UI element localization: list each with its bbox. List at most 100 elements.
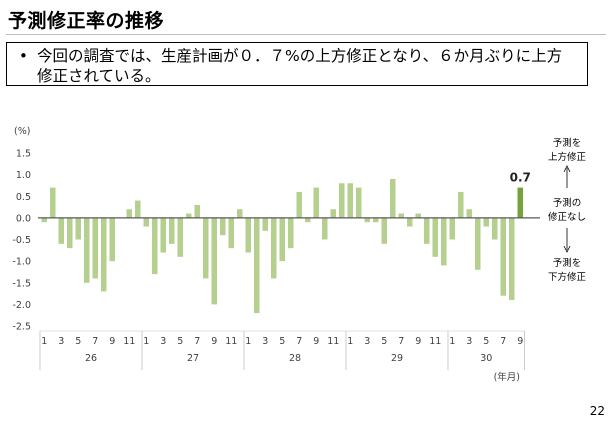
x-tick-label: 9 xyxy=(211,336,217,347)
chart-bar xyxy=(101,217,107,292)
chart-bar xyxy=(364,217,370,223)
x-tick-label: 7 xyxy=(500,336,506,347)
arrow-up-head xyxy=(563,165,571,173)
y-tick-label: -1.5 xyxy=(12,278,31,289)
x-tick-label: 7 xyxy=(296,336,302,347)
chart-bar xyxy=(373,217,379,223)
chart-bar xyxy=(441,217,447,266)
y-tick-label: 1.0 xyxy=(16,170,31,181)
chart-bar xyxy=(262,217,268,231)
chart-bar xyxy=(50,187,56,218)
chart-bar xyxy=(75,217,81,240)
chart-bar xyxy=(152,217,158,275)
chart-bar xyxy=(245,217,251,253)
chart-bar xyxy=(126,209,132,218)
chart-bar xyxy=(41,217,47,223)
annotation-mid-line1: 予測の xyxy=(553,197,582,209)
year-label: 30 xyxy=(480,353,492,364)
plot-area: (%)1.51.00.50.0-0.5-1.0-1.5-2.0-2.50.71 3… xyxy=(12,126,586,383)
year-label: 29 xyxy=(391,353,403,364)
chart-bar xyxy=(330,209,336,218)
chart-bar xyxy=(458,191,464,218)
x-tick-label: 3 xyxy=(262,336,268,347)
chart-bar xyxy=(211,217,217,305)
x-tick-label: 1 xyxy=(347,336,353,347)
chart-bar xyxy=(483,217,489,227)
chart-bar xyxy=(67,217,73,249)
x-tick-label: 1 xyxy=(449,336,455,347)
y-tick-label: -0.5 xyxy=(12,235,31,246)
x-tick-label: 7 xyxy=(398,336,404,347)
chart-bar xyxy=(432,217,438,257)
chart-bar xyxy=(288,217,294,249)
x-tick-label: 3 xyxy=(364,336,370,347)
chart-bar xyxy=(271,217,277,279)
chart-bar xyxy=(339,183,345,218)
chart-bar xyxy=(92,217,98,279)
year-label: 28 xyxy=(289,353,301,364)
chart-bar xyxy=(143,217,149,227)
chart-bar xyxy=(109,217,115,262)
x-tick-label: 3 xyxy=(58,336,64,347)
x-tick-label: 11 xyxy=(225,336,237,347)
y-tick-label: 0.0 xyxy=(16,213,31,224)
chart-bar xyxy=(58,217,64,244)
chart-bar xyxy=(390,178,396,218)
x-tick-label: 1 xyxy=(245,336,251,347)
x-tick-label: 9 xyxy=(517,336,523,347)
chart-bar xyxy=(313,187,319,218)
year-label: 26 xyxy=(85,353,97,364)
chart-bar xyxy=(254,217,260,314)
chart-bar xyxy=(237,209,243,218)
chart-bar xyxy=(177,217,183,257)
x-tick-label: 11 xyxy=(123,336,135,347)
chart-bar xyxy=(509,217,515,301)
chart-bar xyxy=(449,217,455,240)
chart-bar xyxy=(322,217,328,240)
arrow-down-head xyxy=(563,245,571,253)
chart-bar xyxy=(203,217,209,279)
chart-bar xyxy=(296,191,302,218)
annotation-mid-line2: 修正なし xyxy=(548,211,586,223)
x-tick-label: 11 xyxy=(327,336,339,347)
chart-bar xyxy=(169,217,175,244)
y-tick-label: -2.5 xyxy=(12,322,31,333)
chart-bar xyxy=(347,183,353,218)
chart-bar xyxy=(517,187,523,218)
title-divider xyxy=(6,34,606,35)
x-tick-label: 5 xyxy=(279,336,285,347)
last-value-label: 0.7 xyxy=(510,171,531,185)
chart-bar xyxy=(84,217,90,283)
page-title: 予測修正率の推移 xyxy=(8,10,165,32)
chart-bar xyxy=(135,200,141,218)
x-tick-label: 9 xyxy=(313,336,319,347)
x-tick-label: 1 xyxy=(41,336,47,347)
chart-bar xyxy=(424,217,430,244)
x-tick-label: 1 xyxy=(143,336,149,347)
chart-bar xyxy=(415,213,421,218)
x-tick-label: 11 xyxy=(429,336,441,347)
chart-bar xyxy=(220,217,226,236)
chart-bar xyxy=(407,217,413,227)
chart-bar xyxy=(500,217,506,296)
bullet-point: • xyxy=(19,47,28,65)
chart-bar xyxy=(381,217,387,244)
chart-bar xyxy=(186,213,192,218)
summary-box: • 今回の調査では、生産計画が０．７%の上方修正となり、６か月ぶりに上方修正され… xyxy=(6,42,588,86)
chart-bar xyxy=(475,217,481,270)
x-tick-label: 9 xyxy=(109,336,115,347)
chart-bar xyxy=(279,217,285,262)
x-tick-label: 7 xyxy=(194,336,200,347)
chart-bar xyxy=(398,213,404,218)
x-tick-label: 5 xyxy=(177,336,183,347)
chart-bar xyxy=(194,204,200,218)
y-tick-label: -2.0 xyxy=(12,300,31,311)
summary-text: 今回の調査では、生産計画が０．７%の上方修正となり、６か月ぶりに上方修正されてい… xyxy=(37,47,563,85)
annotation-up-line1: 予測を xyxy=(553,137,582,149)
x-axis-label: (年月) xyxy=(494,371,520,383)
page-number: 22 xyxy=(589,404,605,418)
x-tick-label: 5 xyxy=(75,336,81,347)
y-axis-label: (%) xyxy=(14,126,30,137)
y-tick-label: 1.5 xyxy=(16,149,31,160)
